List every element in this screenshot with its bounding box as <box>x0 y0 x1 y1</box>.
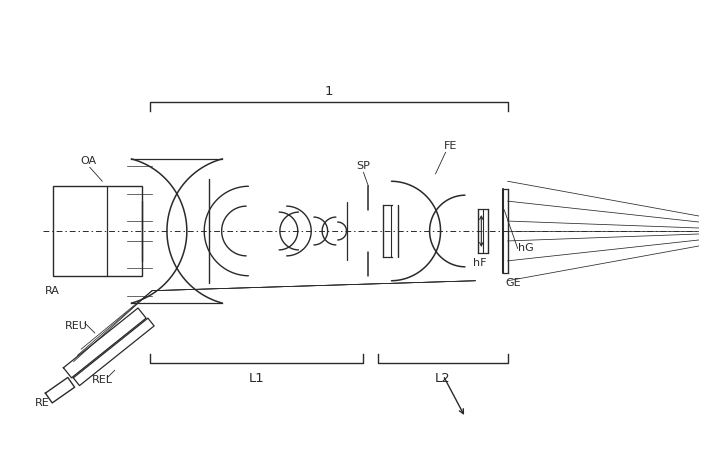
Text: hG: hG <box>517 243 534 254</box>
Text: OA: OA <box>80 156 96 166</box>
Text: hF: hF <box>473 258 486 268</box>
Text: REL: REL <box>93 375 113 385</box>
Text: 1: 1 <box>324 85 333 97</box>
Text: FE: FE <box>444 141 457 152</box>
Text: RA: RA <box>45 286 60 296</box>
Text: L2: L2 <box>435 372 451 385</box>
Text: REU: REU <box>65 321 88 330</box>
Text: L1: L1 <box>249 372 265 385</box>
Text: GE: GE <box>505 278 521 288</box>
Text: SP: SP <box>357 161 371 171</box>
Bar <box>53 186 142 276</box>
Text: RE: RE <box>35 398 50 407</box>
